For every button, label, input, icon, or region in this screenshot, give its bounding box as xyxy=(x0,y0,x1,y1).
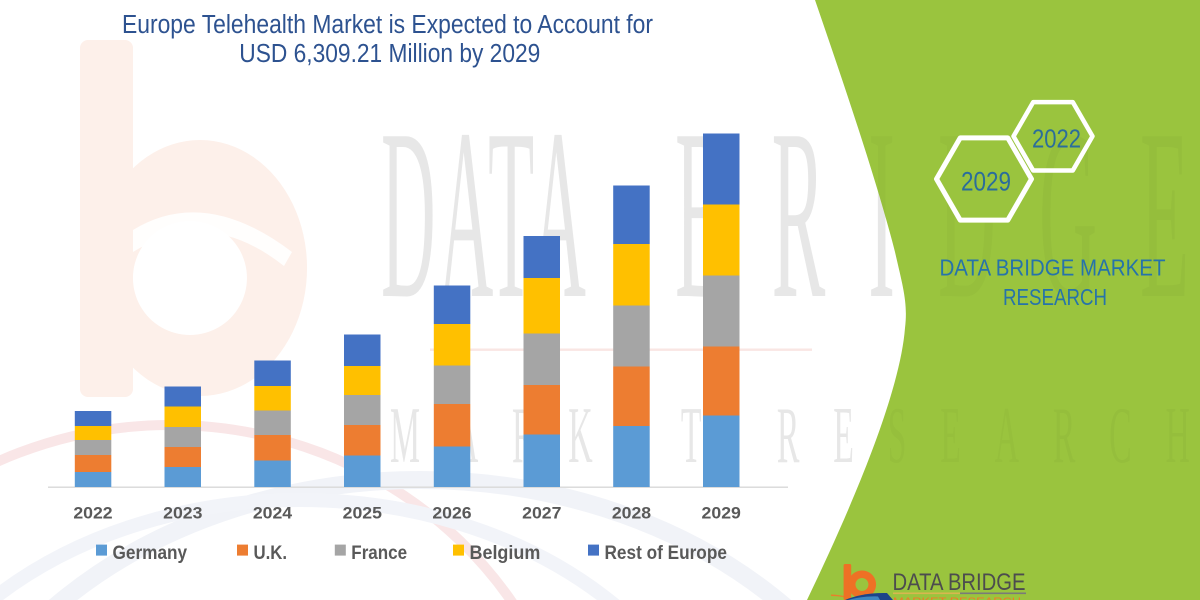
svg-text:2022: 2022 xyxy=(73,504,112,522)
svg-text:2029: 2029 xyxy=(702,504,741,522)
svg-text:USD 6,309.21 Million by 2029: USD 6,309.21 Million by 2029 xyxy=(239,40,540,68)
svg-text:2029: 2029 xyxy=(961,167,1011,197)
svg-text:2024: 2024 xyxy=(253,504,293,522)
svg-text:2028: 2028 xyxy=(612,504,651,522)
svg-text:Rest of Europe: Rest of Europe xyxy=(605,543,727,564)
svg-text:DATA BRIDGE MARKET: DATA BRIDGE MARKET xyxy=(940,255,1166,281)
svg-text:MARKET RESEARCH: MARKET RESEARCH xyxy=(893,596,1021,600)
svg-text:DATA BRIDGE: DATA BRIDGE xyxy=(893,569,1026,596)
svg-text:2023: 2023 xyxy=(163,504,202,522)
svg-text:2026: 2026 xyxy=(432,504,471,522)
svg-text:2027: 2027 xyxy=(522,504,561,522)
svg-text:Europe Telehealth Market is Ex: Europe Telehealth Market is Expected to … xyxy=(122,11,653,39)
svg-text:Germany: Germany xyxy=(113,543,188,564)
svg-text:2025: 2025 xyxy=(343,504,382,522)
svg-text:U.K.: U.K. xyxy=(254,543,288,564)
svg-text:RESEARCH: RESEARCH xyxy=(1003,284,1107,310)
svg-text:France: France xyxy=(351,543,407,564)
svg-text:2022: 2022 xyxy=(1032,124,1081,154)
svg-text:Belgium: Belgium xyxy=(470,543,541,564)
